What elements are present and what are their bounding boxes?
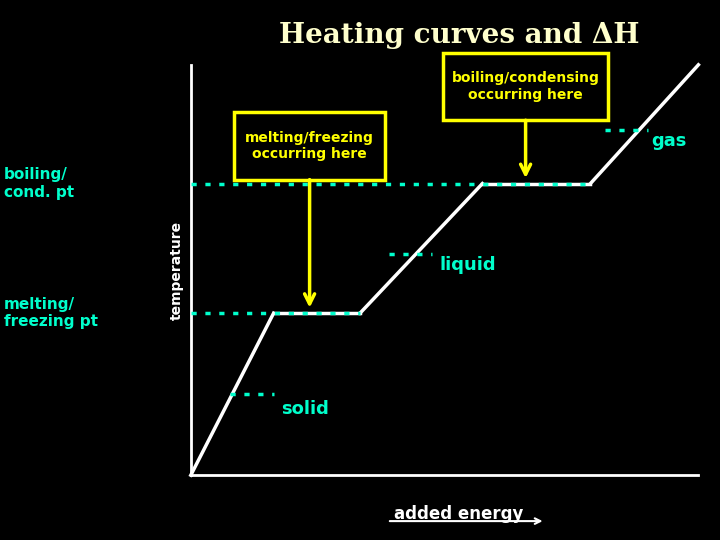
Text: melting/freezing
occurring here: melting/freezing occurring here — [246, 131, 374, 161]
Text: boiling/condensing
occurring here: boiling/condensing occurring here — [451, 71, 600, 102]
Text: Heating curves and ΔH: Heating curves and ΔH — [279, 22, 639, 49]
Text: boiling/
cond. pt: boiling/ cond. pt — [4, 167, 73, 200]
Text: solid: solid — [281, 400, 328, 417]
Text: added energy: added energy — [395, 505, 523, 523]
FancyBboxPatch shape — [234, 112, 385, 179]
Text: liquid: liquid — [439, 256, 496, 274]
Text: melting/
freezing pt: melting/ freezing pt — [4, 297, 98, 329]
Text: temperature: temperature — [170, 220, 184, 320]
Text: gas: gas — [652, 132, 687, 150]
FancyBboxPatch shape — [443, 53, 608, 120]
